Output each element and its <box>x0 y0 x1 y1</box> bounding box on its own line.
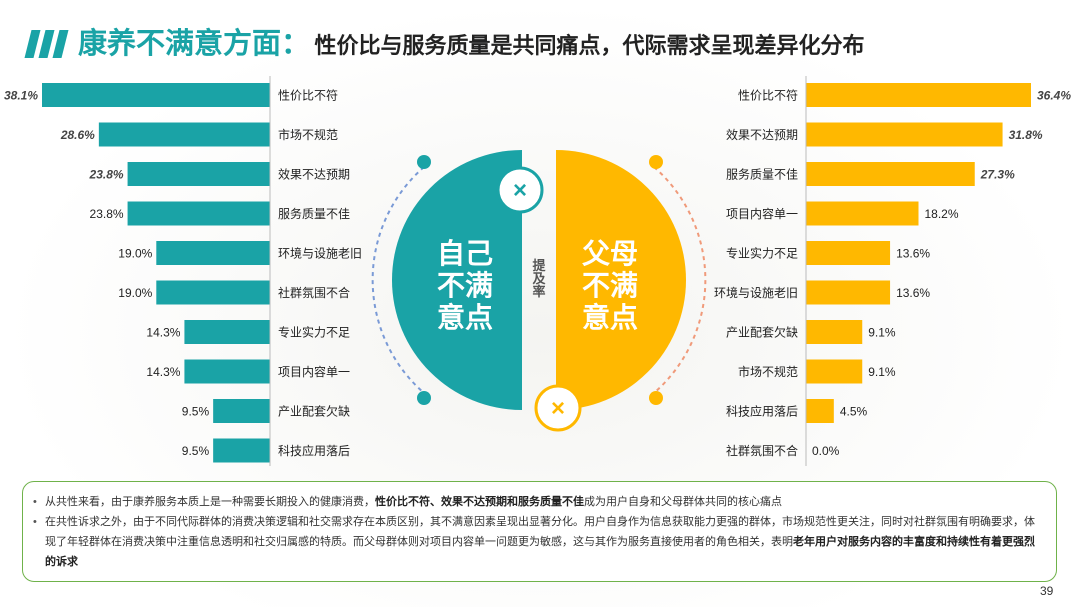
title-stripes-icon <box>24 30 72 60</box>
teal-x-mark-icon <box>496 166 544 214</box>
right-arc-dot-bottom <box>649 391 663 405</box>
right-bar <box>806 320 863 344</box>
left-bar <box>156 241 270 265</box>
left-center-label: 意点 <box>437 301 493 333</box>
right-arc-dot-top <box>649 155 663 169</box>
left-bar <box>127 162 271 186</box>
left-half-disc <box>392 150 522 410</box>
right-bar-value-label: 0.0% <box>812 444 840 458</box>
left-bar-value-label: 19.0% <box>118 247 152 261</box>
right-bar-value-label: 36.4% <box>1037 89 1071 103</box>
left-category-label: 效果不达预期 <box>278 167 350 182</box>
left-bar-value-label: 9.5% <box>182 444 210 458</box>
middle-vertical-label: 及 <box>532 271 546 286</box>
left-bar-value-label: 23.8% <box>89 168 124 182</box>
title-sub: 性价比与服务质量是共同痛点，代际需求呈现差异化分布 <box>314 33 865 58</box>
right-half-disc <box>556 150 686 410</box>
note-item-1: 从共性来看，由于康养服务本质上是一种需要长期投入的健康消费，性价比不符、效果不达… <box>33 492 1042 512</box>
right-bar-value-label: 27.3% <box>980 168 1015 182</box>
left-center-label: 不满 <box>437 270 493 301</box>
left-bar-value-label: 9.5% <box>182 405 210 419</box>
right-category-label: 环境与设施老旧 <box>714 285 798 300</box>
right-bar-value-label: 18.2% <box>925 207 959 221</box>
title-main: 康养不满意方面： <box>78 28 311 60</box>
left-bar <box>156 280 270 305</box>
right-category-label: 性价比不符 <box>738 88 798 103</box>
left-bar <box>98 122 270 147</box>
right-bar-value-label: 9.1% <box>868 365 896 379</box>
right-bar <box>806 122 1003 147</box>
left-category-label: 产业配套欠缺 <box>278 404 350 419</box>
right-bar-value-label: 9.1% <box>868 326 896 340</box>
yellow-x-mark-icon <box>534 384 582 432</box>
right-center-label: 意点 <box>582 301 638 333</box>
right-bar <box>806 83 1031 107</box>
note-item-2: 在共性诉求之外，由于不同代际群体的消费决策逻辑和社交需求存在本质区别，其不满意因… <box>33 512 1042 572</box>
teal-x-mark-glyph: × <box>513 177 527 204</box>
left-bar <box>184 359 270 384</box>
left-category-label: 专业实力不足 <box>278 325 350 340</box>
right-bar <box>806 280 891 305</box>
comparison-chart: 38.1% 性价比不符 28.6% 市场不规范 23.8% 效果不达预期 23.8% 服务质量… <box>4 76 1071 466</box>
middle-vertical-label: 提 <box>532 258 546 273</box>
right-center-label: 父母 <box>582 238 638 269</box>
note-run: 性价比不符、效果不达预期和服务质量不佳 <box>375 496 584 508</box>
left-bar-value-label: 38.1% <box>4 89 38 103</box>
right-bar-value-label: 13.6% <box>896 286 930 300</box>
left-center-label: 自己 <box>437 238 493 269</box>
left-bar-value-label: 19.0% <box>118 286 152 300</box>
page-number: 39 <box>1040 584 1054 598</box>
left-dashed-arc <box>371 166 425 394</box>
right-category-label: 市场不规范 <box>738 364 798 379</box>
right-center-label: 不满 <box>582 270 638 301</box>
left-bar-value-label: 14.3% <box>146 365 180 379</box>
left-bar <box>127 201 271 226</box>
note-run: 在共性诉求之外，由于不同代际群体的消费决策逻辑和社交需求存在本质区别，其不满意因… <box>45 516 1035 548</box>
right-bar-value-label: 13.6% <box>896 247 930 261</box>
right-category-label: 效果不达预期 <box>726 127 798 142</box>
right-bar <box>806 241 891 265</box>
left-category-label: 环境与设施老旧 <box>278 246 362 261</box>
right-bar <box>806 162 975 186</box>
right-bar <box>806 201 919 226</box>
right-category-label: 项目内容单一 <box>726 206 798 221</box>
right-bar-value-label: 4.5% <box>840 405 868 419</box>
left-bar-value-label: 14.3% <box>146 326 180 340</box>
left-bar-value-label: 28.6% <box>60 128 95 142</box>
right-bar <box>806 359 863 384</box>
left-category-label: 社群氛围不合 <box>278 285 350 300</box>
note-run: 老年用户对服务内容的丰富度和持续性有着更强烈的诉求 <box>45 536 1035 568</box>
note-run: 成为用户自身和父母群体共同的核心痛点 <box>584 496 782 508</box>
left-bar-value-label: 23.8% <box>90 207 124 221</box>
left-category-label: 市场不规范 <box>278 127 338 142</box>
left-bar <box>42 83 270 107</box>
left-arc-dot-bottom <box>417 391 431 405</box>
left-category-label: 项目内容单一 <box>278 364 350 379</box>
left-arc-dot-top <box>417 155 431 169</box>
left-category-label: 服务质量不佳 <box>278 206 350 221</box>
right-category-label: 专业实力不足 <box>726 246 798 261</box>
yellow-x-mark-glyph: × <box>551 395 565 422</box>
notes-box: 从共性来看，由于康养服务本质上是一种需要长期投入的健康消费，性价比不符、效果不达… <box>22 481 1057 582</box>
left-category-label: 性价比不符 <box>278 88 338 103</box>
right-category-label: 产业配套欠缺 <box>726 325 798 340</box>
right-bar-value-label: 31.8% <box>1009 128 1043 142</box>
right-category-label: 服务质量不佳 <box>726 167 798 182</box>
left-bar <box>213 399 270 423</box>
left-bar <box>184 320 270 344</box>
note-run: 从共性来看，由于康养服务本质上是一种需要长期投入的健康消费， <box>45 496 375 508</box>
page-title: 康养不满意方面： 性价比与服务质量是共同痛点，代际需求呈现差异化分布 <box>78 24 864 64</box>
right-category-label: 科技应用落后 <box>726 404 798 419</box>
middle-vertical-label: 率 <box>532 284 545 299</box>
left-category-label: 科技应用落后 <box>278 443 350 458</box>
left-bar <box>213 438 270 463</box>
right-dashed-arc <box>653 166 707 394</box>
right-bar <box>806 399 834 423</box>
right-category-label: 社群氛围不合 <box>726 443 798 458</box>
